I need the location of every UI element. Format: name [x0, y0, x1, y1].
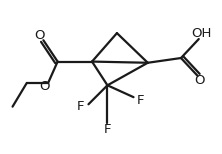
Text: O: O — [195, 74, 205, 87]
Text: OH: OH — [191, 27, 211, 40]
Text: F: F — [104, 123, 111, 136]
Text: F: F — [76, 100, 84, 113]
Text: F: F — [137, 94, 144, 107]
Text: O: O — [35, 29, 45, 42]
Text: O: O — [39, 80, 50, 93]
